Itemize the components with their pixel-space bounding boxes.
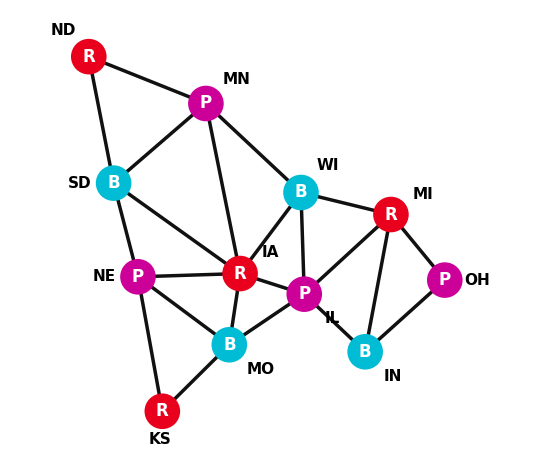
Text: MI: MI [412,187,433,202]
Text: SD: SD [68,176,92,191]
Text: NE: NE [92,269,116,284]
Text: KS: KS [149,432,172,447]
Circle shape [286,276,322,312]
Text: MN: MN [222,72,250,87]
Text: P: P [298,285,310,303]
Text: MO: MO [247,362,275,377]
Text: R: R [82,48,95,65]
Text: R: R [384,206,397,224]
Text: R: R [234,264,246,283]
Text: IL: IL [325,311,340,326]
Text: B: B [295,183,307,201]
Text: B: B [223,336,236,354]
Text: OH: OH [464,273,490,288]
Circle shape [71,39,106,74]
Circle shape [427,262,463,298]
Text: B: B [359,343,372,361]
Circle shape [96,165,131,201]
Circle shape [222,256,258,292]
Circle shape [144,393,180,429]
Text: P: P [200,94,212,112]
Text: P: P [132,268,144,286]
Text: R: R [156,402,169,420]
Text: IN: IN [384,369,403,383]
Circle shape [120,259,156,295]
Text: B: B [108,174,120,192]
Text: P: P [439,271,451,289]
Circle shape [212,327,247,363]
Circle shape [373,197,409,232]
Circle shape [348,334,383,370]
Text: IA: IA [262,245,279,260]
Text: ND: ND [50,23,76,38]
Circle shape [283,175,319,210]
Text: WI: WI [317,158,339,173]
Circle shape [188,86,224,121]
